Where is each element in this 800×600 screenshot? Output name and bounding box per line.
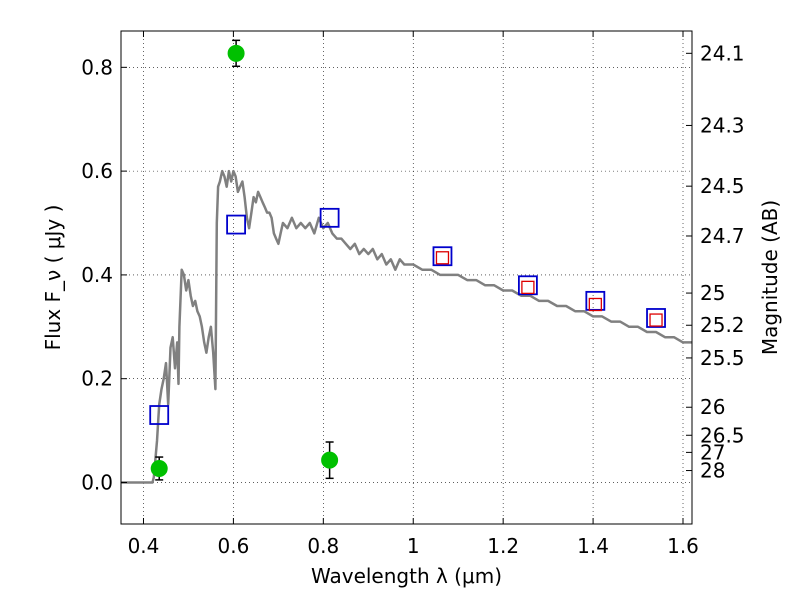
grid-lines <box>121 31 692 524</box>
y2-tick-label: 26 <box>700 395 725 419</box>
model-flux-square <box>432 246 453 267</box>
model-flux-square <box>226 214 246 235</box>
photometry-points-layer <box>149 39 666 481</box>
y2-tick-label: 28 <box>700 459 725 483</box>
model-flux-square <box>646 308 666 328</box>
x-tick-label: 1.2 <box>487 534 519 558</box>
y2-tick-label: 24.7 <box>700 224 745 248</box>
alt-flux-square <box>588 297 602 312</box>
x-axis-ticks: 0.4 0.6 0.8 1 1.2 1.4 1.6 <box>128 31 699 558</box>
model-flux-square <box>517 275 538 296</box>
y2-tick-label: 27 <box>700 440 725 464</box>
model-spectrum-line <box>121 169 692 484</box>
y2-tick-label: 25.5 <box>700 346 745 370</box>
x-tick-label: 0.8 <box>307 534 339 558</box>
x-tick-label: 0.4 <box>128 534 160 558</box>
model-spectrum-layer <box>121 169 692 484</box>
model-flux-square <box>319 207 340 228</box>
y-axis-label: Flux F_ν ( μJy ) <box>41 205 65 351</box>
model-flux-square <box>149 405 170 425</box>
observed-flux-point <box>227 44 245 62</box>
y-tick-label: 0.0 <box>81 470 113 494</box>
x-tick-label: 1.4 <box>577 534 609 558</box>
x-tick-label: 1.6 <box>667 534 699 558</box>
x-tick-label: 1 <box>407 534 420 558</box>
plot-frame <box>120 30 693 525</box>
y2-axis-label: Magnitude (AB) <box>758 200 782 355</box>
y2-tick-label: 26.5 <box>700 423 745 447</box>
x-tick-label: 0.6 <box>217 534 249 558</box>
y-tick-label: 0.2 <box>81 367 113 391</box>
y2-tick-label: 24.3 <box>700 113 745 137</box>
y-tick-label: 0.8 <box>81 55 113 79</box>
observed-flux-point <box>321 451 339 469</box>
y2-tick-label: 24.1 <box>700 41 745 65</box>
y2-tick-label: 25.2 <box>700 313 745 337</box>
y-tick-label: 0.6 <box>81 159 113 183</box>
y2-tick-label: 25 <box>700 281 725 305</box>
alt-flux-square <box>649 313 663 327</box>
y2-tick-label: 24.5 <box>700 174 745 198</box>
observed-flux-point <box>150 459 168 477</box>
alt-flux-square <box>521 280 535 295</box>
y-axis-ticks: 0.0 0.2 0.4 0.6 0.8 <box>81 55 127 494</box>
y-tick-label: 0.4 <box>81 263 113 287</box>
alt-flux-square <box>435 251 450 265</box>
x-axis-label: Wavelength λ (μm) <box>311 564 502 588</box>
